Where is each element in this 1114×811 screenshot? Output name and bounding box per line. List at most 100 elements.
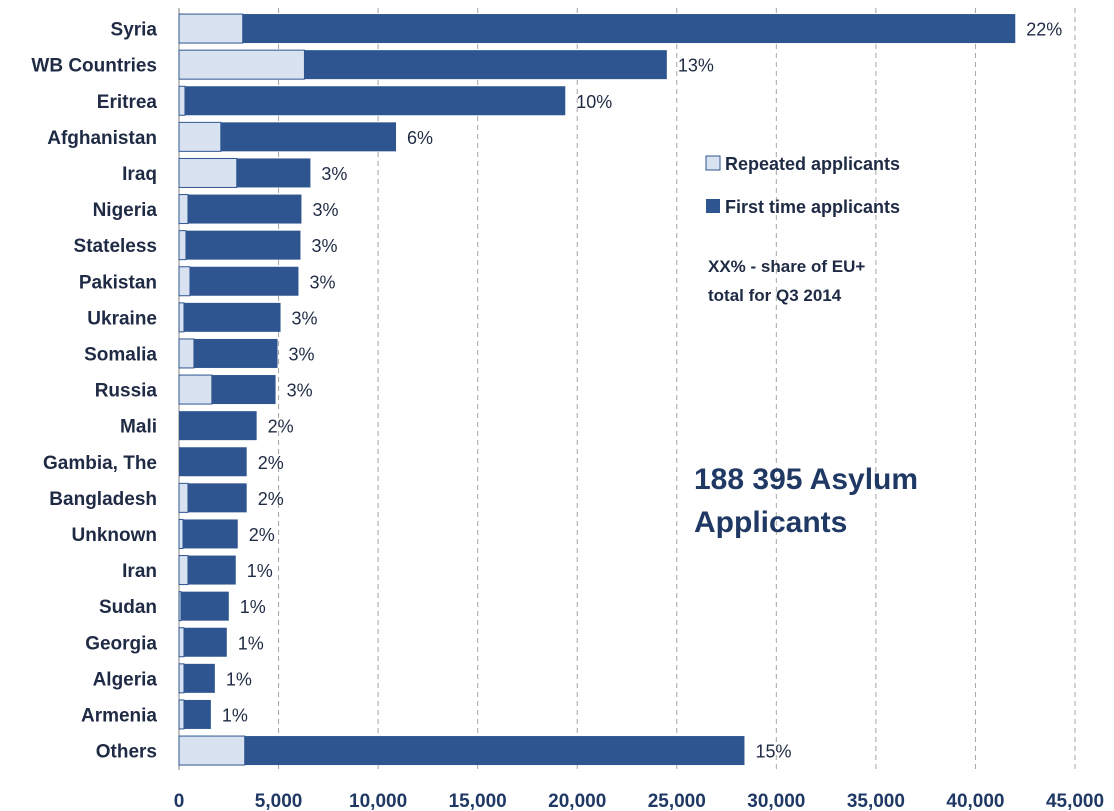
share-labels: 22% 13% 10% 6% 3% 3% 3% 3% 3% 3% 3% 2% 2% 2% 2% 1% 1% 1% 1…	[222, 20, 1062, 762]
category-label: Others	[96, 742, 157, 763]
category-label: Eritrea	[97, 92, 158, 113]
bar-repeated	[178, 374, 213, 405]
x-tick-label: 10,000	[349, 791, 407, 811]
bar-repeated	[178, 338, 195, 369]
bar-first-time	[189, 266, 299, 296]
share-label: 1%	[247, 561, 273, 581]
headline-line-1: 188 395 Asylum	[694, 463, 918, 496]
bar-repeated	[178, 157, 238, 188]
bar-first-time	[185, 230, 301, 260]
x-tick-label: 40,000	[946, 791, 1004, 811]
share-label: 3%	[289, 344, 315, 364]
bar-repeated	[178, 85, 186, 116]
share-label: 10%	[576, 92, 612, 112]
share-label: 13%	[678, 56, 714, 76]
share-label: 3%	[292, 308, 318, 328]
bar-repeated	[178, 663, 185, 694]
category-label: Russia	[95, 381, 158, 402]
share-label: 2%	[258, 453, 284, 473]
x-tick-label: 35,000	[847, 791, 905, 811]
share-label: 2%	[268, 417, 294, 437]
bar-repeated	[178, 699, 185, 730]
category-label: Georgia	[85, 633, 157, 654]
legend-swatch-repeated	[705, 155, 721, 171]
share-label: 3%	[311, 236, 337, 256]
bar-repeated	[178, 518, 184, 549]
share-label: 2%	[258, 489, 284, 509]
share-label: 15%	[755, 742, 791, 762]
share-label: 3%	[309, 272, 335, 292]
category-label: Bangladesh	[49, 489, 157, 510]
bar-first-time	[187, 483, 247, 513]
category-label: Mali	[120, 417, 157, 438]
category-label: Gambia, The	[43, 453, 157, 474]
bar-repeated	[178, 49, 305, 80]
bar-repeated	[178, 121, 222, 152]
bar-first-time	[183, 699, 211, 729]
bar-repeated	[178, 230, 187, 261]
share-note-line-1: XX% - share of EU+	[708, 257, 865, 276]
category-label: Nigeria	[93, 200, 158, 221]
bar-first-time	[193, 338, 278, 368]
bar-repeated	[178, 13, 244, 44]
bar-first-time	[242, 14, 1016, 44]
category-label: Iraq	[122, 164, 157, 185]
bar-repeated	[178, 627, 185, 658]
share-label: 1%	[238, 633, 264, 653]
bar-first-time	[236, 158, 311, 188]
category-label: Algeria	[93, 669, 158, 690]
bar-repeated	[178, 194, 189, 225]
x-tick-label: 20,000	[548, 791, 606, 811]
bar-first-time	[187, 194, 302, 224]
category-label: Ukraine	[87, 308, 157, 329]
bar-repeated	[178, 735, 246, 766]
category-label: Iran	[122, 561, 157, 582]
headline: 188 395 Asylum Applicants	[694, 463, 918, 539]
bar-repeated	[178, 591, 182, 622]
category-label: Unknown	[72, 525, 158, 546]
legend: Repeated applicants First time applicant…	[705, 154, 900, 217]
bar-repeated	[178, 555, 189, 586]
share-label: 1%	[240, 597, 266, 617]
x-tick-label: 30,000	[747, 791, 805, 811]
bar-first-time	[183, 302, 281, 332]
x-tick-label: 15,000	[449, 791, 507, 811]
bar-first-time	[183, 627, 227, 657]
category-label: Syria	[111, 20, 158, 41]
category-label: Stateless	[74, 236, 157, 257]
x-tick-label: 0	[174, 791, 185, 811]
category-label: Sudan	[99, 597, 157, 618]
bar-first-time	[182, 519, 238, 549]
x-tick-label: 5,000	[255, 791, 303, 811]
share-label: 6%	[407, 128, 433, 148]
headline-line-2: Applicants	[694, 506, 847, 539]
bar-first-time	[183, 663, 215, 693]
share-label: 1%	[226, 669, 252, 689]
share-note-line-2: total for Q3 2014	[708, 286, 842, 305]
share-note: XX% - share of EU+ total for Q3 2014	[708, 257, 865, 305]
share-label: 22%	[1026, 20, 1062, 40]
x-axis-tick-labels: 0 5,000 10,000 15,000 20,000 25,000 30,000 35,0…	[174, 791, 1104, 811]
x-tick-label: 25,000	[648, 791, 706, 811]
legend-swatch-first-time	[706, 199, 720, 213]
share-label: 1%	[222, 705, 248, 725]
bar-first-time	[180, 591, 229, 621]
gridlines	[178, 8, 1076, 770]
bar-repeated	[178, 302, 185, 333]
legend-label-first-time: First time applicants	[725, 197, 900, 217]
bar-first-time	[304, 50, 667, 80]
bar-first-time	[244, 736, 745, 766]
bar-first-time	[179, 411, 257, 441]
bars	[178, 13, 1016, 766]
category-label: Pakistan	[79, 272, 157, 293]
category-label: WB Countries	[31, 56, 157, 77]
legend-label-repeated: Repeated applicants	[725, 154, 900, 174]
share-label: 3%	[287, 381, 313, 401]
category-labels: Syria WB Countries Eritrea Afghanistan Iraq N…	[31, 20, 157, 763]
bar-first-time	[184, 86, 566, 116]
share-label: 3%	[312, 200, 338, 220]
bar-first-time	[220, 122, 397, 152]
category-label: Armenia	[81, 705, 157, 726]
share-label: 2%	[249, 525, 275, 545]
